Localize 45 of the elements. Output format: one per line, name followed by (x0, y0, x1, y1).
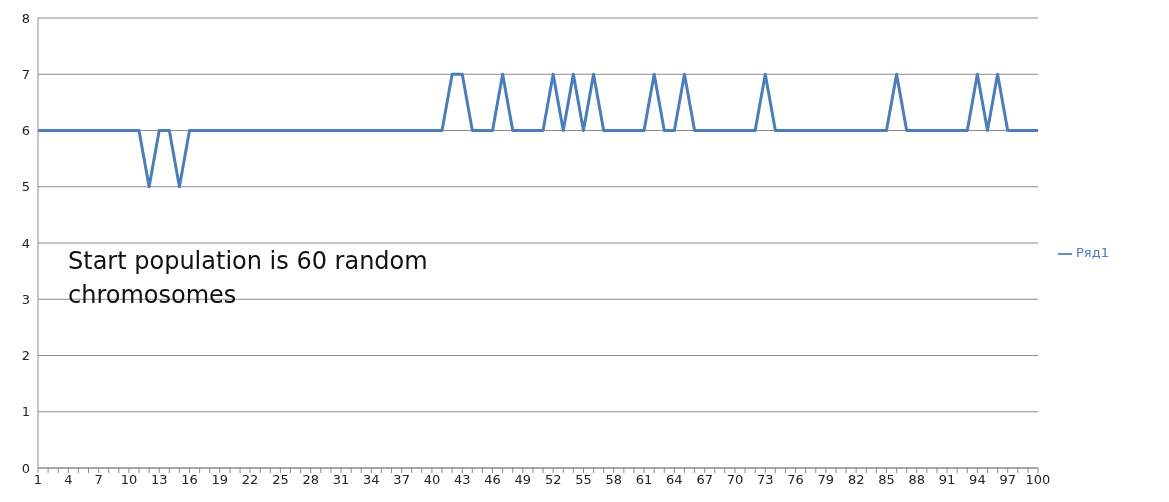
x-tick-label: 1 (33, 472, 43, 488)
x-tick-label: 79 (817, 472, 835, 488)
x-tick-label: 16 (181, 472, 198, 488)
x-tick-label: 22 (241, 472, 259, 488)
y-tick-label: 0 (21, 460, 30, 476)
y-tick-label: 6 (21, 123, 30, 139)
y-tick-label: 7 (21, 66, 30, 82)
y-tick-label: 8 (21, 10, 30, 26)
x-tick-label: 91 (938, 472, 956, 488)
x-tick-label: 52 (544, 472, 562, 488)
y-tick-label: 1 (21, 404, 30, 420)
x-tick-label: 46 (484, 472, 501, 488)
y-tick-label: 4 (21, 235, 30, 251)
x-tick-label: 58 (605, 472, 623, 488)
x-tick-label: 13 (150, 472, 168, 488)
x-tick-label: 49 (514, 472, 532, 488)
y-tick-label: 3 (21, 291, 30, 307)
x-tick-label: 73 (757, 472, 774, 488)
x-tick-label: 88 (908, 472, 926, 488)
x-tick-label: 94 (969, 472, 986, 488)
x-tick-label: 61 (635, 472, 653, 488)
x-tick-label: 55 (575, 472, 592, 488)
y-tick-label: 2 (21, 348, 30, 364)
x-tick-label: 19 (211, 472, 229, 488)
x-tick-label: 28 (302, 472, 319, 488)
x-tick-label: 70 (726, 472, 744, 488)
x-tick-label: 97 (999, 472, 1016, 488)
y-tick-label: 5 (21, 179, 30, 195)
x-tick-label: 40 (423, 472, 441, 488)
x-tick-label: 31 (332, 472, 350, 488)
x-tick-label: 76 (787, 472, 804, 488)
x-tick-label: 37 (393, 472, 410, 488)
x-tick-label: 64 (666, 472, 683, 488)
x-tick-label: 82 (847, 472, 865, 488)
x-tick-label: 7 (94, 472, 103, 488)
x-tick-label: 10 (120, 472, 138, 488)
x-tick-label: 4 (64, 472, 73, 488)
legend-label: Ряд1 (1076, 245, 1109, 261)
x-tick-label: 100 (1025, 472, 1051, 488)
note-text: Start population is 60 random chromosomes (68, 246, 429, 311)
x-tick-label: 85 (878, 472, 895, 488)
x-tick-label: 25 (272, 472, 289, 488)
x-tick-label: 67 (696, 472, 713, 488)
x-tick-label: 34 (363, 472, 380, 488)
x-tick-label: 43 (453, 472, 471, 488)
